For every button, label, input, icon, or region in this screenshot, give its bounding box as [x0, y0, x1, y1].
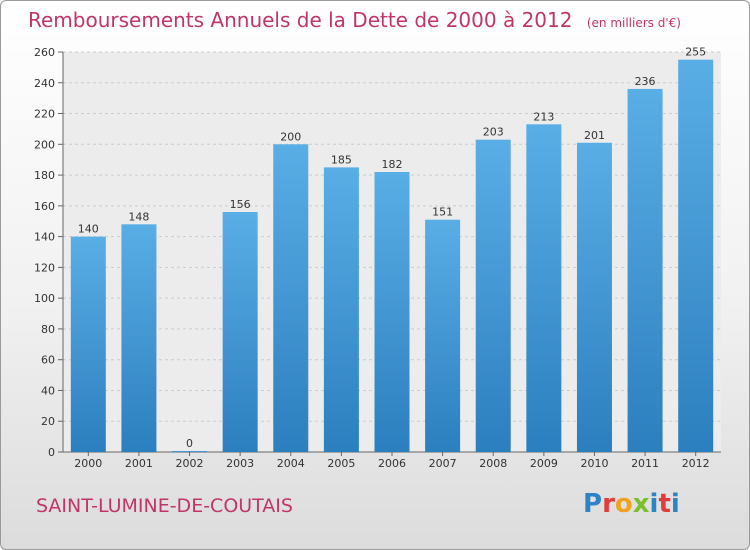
- x-tick-label: 2002: [176, 457, 204, 470]
- bar: [576, 142, 612, 452]
- logo-letter: i: [649, 489, 659, 519]
- y-tick-label: 40: [41, 384, 55, 397]
- x-tick-label: 2005: [327, 457, 355, 470]
- x-tick-label: 2006: [378, 457, 406, 470]
- bar: [526, 124, 562, 453]
- bar: [627, 88, 663, 452]
- logo-letter: x: [632, 489, 650, 519]
- chart-title: Remboursements Annuels de la Dette de 20…: [28, 8, 681, 32]
- x-tick-label: 2001: [125, 457, 153, 470]
- y-tick-label: 220: [34, 108, 55, 121]
- y-tick-label: 60: [41, 354, 55, 367]
- logo-letter: o: [614, 489, 633, 519]
- bar: [70, 236, 106, 452]
- data-label: 182: [382, 158, 403, 171]
- y-tick-label: 200: [34, 138, 55, 151]
- data-label: 236: [635, 75, 656, 88]
- bar: [222, 212, 258, 452]
- x-tick-label: 2000: [74, 457, 102, 470]
- data-label: 201: [584, 129, 605, 142]
- data-label: 185: [331, 153, 352, 166]
- logo-letter: t: [658, 489, 671, 519]
- data-label: 213: [533, 110, 554, 123]
- data-label: 156: [230, 198, 251, 211]
- x-tick-label: 2008: [479, 457, 507, 470]
- x-tick-label: 2011: [631, 457, 659, 470]
- x-tick-label: 2009: [530, 457, 558, 470]
- logo-letter: P: [583, 489, 603, 519]
- y-tick-label: 120: [34, 261, 55, 274]
- y-tick-label: 260: [34, 46, 55, 59]
- bar: [323, 167, 359, 452]
- x-tick-label: 2010: [580, 457, 608, 470]
- y-tick-label: 100: [34, 292, 55, 305]
- y-tick-label: 240: [34, 77, 55, 90]
- bar: [374, 172, 410, 452]
- bar: [678, 59, 714, 452]
- x-tick-label: 2004: [277, 457, 305, 470]
- chart-title-text: Remboursements Annuels de la Dette de 20…: [28, 8, 573, 32]
- y-tick-label: 180: [34, 169, 55, 182]
- data-label: 200: [280, 130, 301, 143]
- bar: [172, 451, 208, 452]
- data-label: 203: [483, 126, 504, 139]
- bar: [425, 219, 461, 452]
- x-tick-label: 2012: [682, 457, 710, 470]
- city-name: SAINT-LUMINE-DE-COUTAIS: [36, 495, 293, 517]
- logo-letter: r: [602, 489, 615, 519]
- y-tick-label: 140: [34, 231, 55, 244]
- y-tick-label: 20: [41, 415, 55, 428]
- proxiti-logo: Proxiti: [583, 489, 680, 519]
- data-label: 148: [128, 210, 149, 223]
- logo-letter: i: [670, 489, 680, 519]
- data-label: 151: [432, 206, 453, 219]
- y-tick-label: 80: [41, 323, 55, 336]
- bar: [121, 224, 157, 452]
- y-tick-label: 0: [48, 446, 55, 459]
- data-label: 255: [685, 46, 706, 59]
- chart-unit: (en milliers d'€): [586, 16, 681, 30]
- x-tick-label: 2003: [226, 457, 254, 470]
- data-label: 0: [186, 437, 193, 450]
- bar: [475, 139, 511, 452]
- y-tick-label: 160: [34, 200, 55, 213]
- data-label: 140: [78, 223, 99, 236]
- x-tick-label: 2007: [429, 457, 457, 470]
- bar: [273, 144, 309, 453]
